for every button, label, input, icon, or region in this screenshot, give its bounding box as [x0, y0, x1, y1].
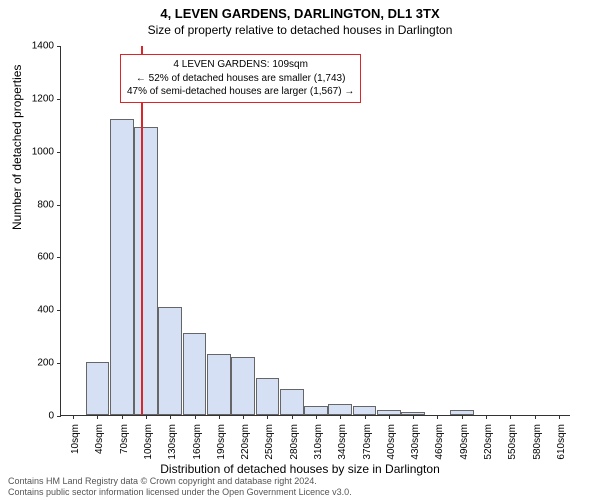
y-tick-mark: [57, 416, 61, 417]
x-tick-label: 190sqm: [216, 424, 227, 460]
histogram-bar: [86, 362, 110, 415]
histogram-bar: [280, 389, 304, 415]
x-tick-mark: [97, 415, 98, 419]
x-tick-label: 370sqm: [362, 424, 373, 460]
x-tick-label: 160sqm: [192, 424, 203, 460]
histogram-bar: [183, 333, 207, 415]
x-tick-label: 310sqm: [313, 424, 324, 460]
x-tick-label: 400sqm: [386, 424, 397, 460]
footer-line-2: Contains public sector information licen…: [8, 487, 352, 498]
x-tick-mark: [267, 415, 268, 419]
histogram-bar: [328, 404, 352, 415]
footer-attribution: Contains HM Land Registry data © Crown c…: [8, 476, 352, 498]
x-tick-label: 220sqm: [240, 424, 251, 460]
y-tick-label: 1000: [32, 146, 54, 157]
x-tick-mark: [316, 415, 317, 419]
chart-subtitle: Size of property relative to detached ho…: [0, 23, 600, 37]
annotation-line-2: ← 52% of detached houses are smaller (1,…: [127, 72, 354, 86]
x-tick-mark: [243, 415, 244, 419]
x-tick-label: 580sqm: [532, 424, 543, 460]
x-tick-mark: [413, 415, 414, 419]
x-tick-label: 40sqm: [94, 424, 105, 454]
x-tick-mark: [486, 415, 487, 419]
x-tick-label: 130sqm: [167, 424, 178, 460]
histogram-bar: [134, 127, 158, 415]
x-tick-mark: [535, 415, 536, 419]
x-tick-label: 10sqm: [70, 424, 81, 454]
y-tick-label: 1200: [32, 93, 54, 104]
x-tick-label: 490sqm: [459, 424, 470, 460]
x-tick-mark: [219, 415, 220, 419]
x-tick-mark: [195, 415, 196, 419]
annotation-line-1: 4 LEVEN GARDENS: 109sqm: [127, 58, 354, 72]
histogram-bar: [207, 354, 231, 415]
x-tick-mark: [146, 415, 147, 419]
chart-title: 4, LEVEN GARDENS, DARLINGTON, DL1 3TX: [0, 6, 600, 21]
x-tick-label: 70sqm: [119, 424, 130, 454]
annotation-line-3: 47% of semi-detached houses are larger (…: [127, 85, 354, 99]
y-tick-mark: [57, 363, 61, 364]
x-tick-label: 250sqm: [264, 424, 275, 460]
y-tick-label: 400: [37, 305, 54, 316]
y-tick-label: 200: [37, 358, 54, 369]
y-tick-label: 0: [48, 411, 54, 422]
x-tick-mark: [73, 415, 74, 419]
x-tick-mark: [292, 415, 293, 419]
x-tick-label: 520sqm: [483, 424, 494, 460]
x-tick-mark: [510, 415, 511, 419]
annotation-box: 4 LEVEN GARDENS: 109sqm ← 52% of detache…: [120, 54, 361, 103]
y-axis-label: Number of detached properties: [10, 65, 24, 230]
histogram-bar: [158, 307, 182, 415]
y-tick-mark: [57, 99, 61, 100]
y-tick-mark: [57, 205, 61, 206]
x-tick-label: 280sqm: [289, 424, 300, 460]
x-tick-label: 550sqm: [507, 424, 518, 460]
histogram-bar: [256, 378, 280, 415]
x-tick-mark: [559, 415, 560, 419]
x-tick-label: 610sqm: [556, 424, 567, 460]
x-tick-mark: [122, 415, 123, 419]
y-tick-mark: [57, 152, 61, 153]
x-tick-mark: [170, 415, 171, 419]
y-tick-mark: [57, 46, 61, 47]
x-axis-label: Distribution of detached houses by size …: [0, 462, 600, 476]
y-tick-label: 800: [37, 199, 54, 210]
y-tick-label: 600: [37, 252, 54, 263]
y-tick-mark: [57, 310, 61, 311]
x-tick-label: 340sqm: [337, 424, 348, 460]
histogram-bar: [231, 357, 255, 415]
chart-title-block: 4, LEVEN GARDENS, DARLINGTON, DL1 3TX Si…: [0, 0, 600, 37]
x-tick-label: 460sqm: [434, 424, 445, 460]
x-tick-label: 100sqm: [143, 424, 154, 460]
x-tick-mark: [462, 415, 463, 419]
x-tick-label: 430sqm: [410, 424, 421, 460]
histogram-bar: [110, 119, 134, 415]
footer-line-1: Contains HM Land Registry data © Crown c…: [8, 476, 352, 487]
y-tick-mark: [57, 257, 61, 258]
chart-area: 10sqm40sqm70sqm100sqm130sqm160sqm190sqm2…: [60, 46, 570, 416]
x-tick-mark: [389, 415, 390, 419]
x-tick-mark: [365, 415, 366, 419]
y-tick-label: 1400: [32, 41, 54, 52]
x-tick-mark: [437, 415, 438, 419]
x-tick-mark: [340, 415, 341, 419]
histogram-bar: [304, 406, 328, 415]
histogram-bar: [353, 406, 377, 415]
